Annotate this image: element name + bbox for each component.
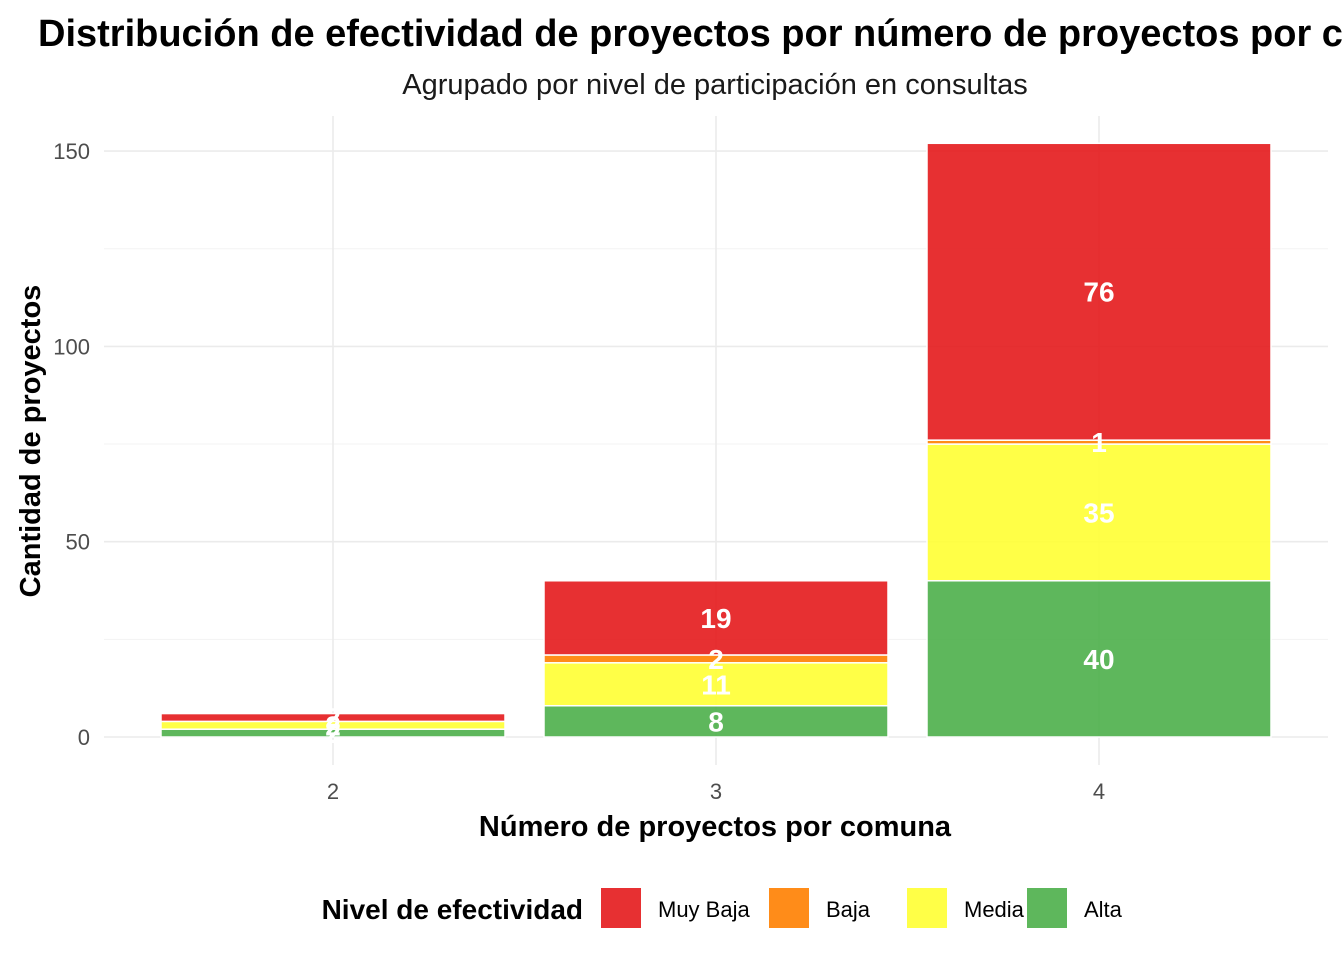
bar-segment-alta <box>926 580 1272 738</box>
bar-segment-muy-baja <box>926 142 1272 441</box>
bar-value-label: 35 <box>1083 497 1114 528</box>
axis-ticks: 0 50 100 150 2 3 4 <box>53 139 1105 804</box>
bar-segment-muy-baja <box>543 580 889 656</box>
bars <box>160 142 1272 738</box>
x-tick-label: 3 <box>710 779 722 804</box>
legend-key-muy-baja <box>601 888 641 928</box>
legend-title: Nivel de efectividad <box>322 894 583 925</box>
legend-label: Alta <box>1084 897 1123 922</box>
x-axis-title: Número de proyectos por comuna <box>479 811 952 843</box>
legend-label: Media <box>964 897 1025 922</box>
legend-key-alta <box>1027 888 1067 928</box>
y-tick-label: 50 <box>66 530 90 555</box>
legend-label: Baja <box>826 897 871 922</box>
bar-value-label: 1 <box>1091 427 1107 458</box>
y-axis-title: Cantidad de proyectos <box>15 285 47 598</box>
chart-title: Distribución de efectividad de proyectos… <box>38 13 1344 55</box>
y-tick-label: 100 <box>53 334 90 359</box>
chart-subtitle: Agrupado por nivel de participación en c… <box>402 69 1028 101</box>
legend-label: Muy Baja <box>658 897 750 922</box>
y-tick-label: 0 <box>78 725 90 750</box>
bar-segment-alta <box>543 705 889 738</box>
y-tick-label: 150 <box>53 139 90 164</box>
bar-value-label: 2 <box>325 718 341 749</box>
bar-value-label: 76 <box>1083 277 1114 308</box>
legend-key-media <box>907 888 947 928</box>
bar-segment-media <box>543 662 889 707</box>
bar-value-label: 2 <box>708 644 724 675</box>
legend-key-baja <box>769 888 809 928</box>
x-tick-label: 4 <box>1093 779 1105 804</box>
legend: Nivel de efectividad Muy Baja Baja Media Al… <box>322 888 1123 928</box>
bar-value-label: 2 <box>325 702 341 733</box>
bar-value-label: 11 <box>701 669 731 700</box>
bar-value-label: 40 <box>1083 644 1114 675</box>
bar-value-label: 8 <box>708 706 724 737</box>
bar-segment-muy-baja <box>160 712 506 723</box>
bar-value-label: 2 <box>325 710 341 741</box>
x-tick-label: 2 <box>327 779 339 804</box>
bar-value-label: 19 <box>700 603 731 634</box>
